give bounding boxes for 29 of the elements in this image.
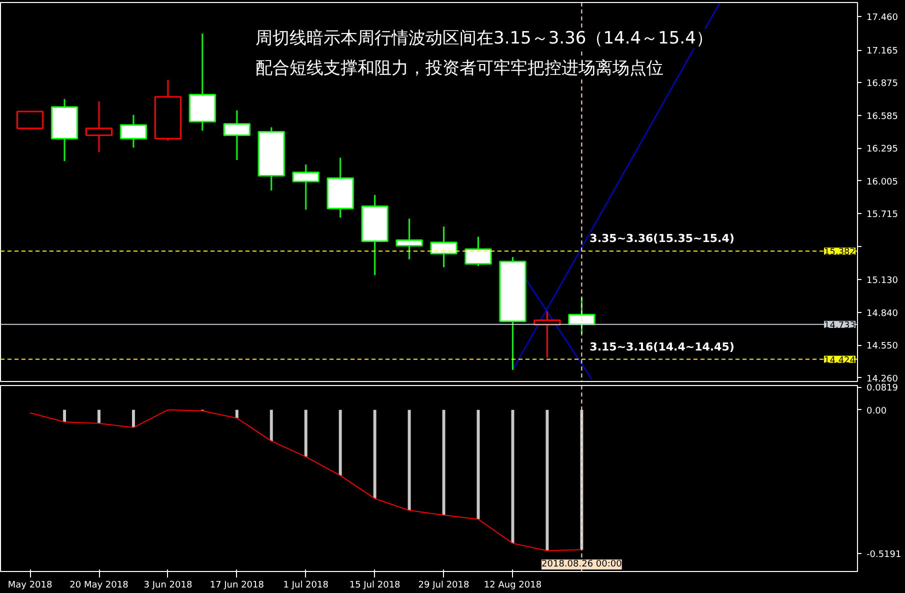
x-tick-label: 1 Jul 2018 xyxy=(283,580,329,590)
y-tick-label: 17.460 xyxy=(866,13,898,24)
ref-line-label: 2018.08.26 00:00 xyxy=(542,560,622,570)
y-tick-label: 14.550 xyxy=(866,342,898,352)
x-tick-label: 12 Aug 2018 xyxy=(484,580,542,590)
y-tick-label: 0.0819 xyxy=(866,384,898,394)
y-tick-label: 14.260 xyxy=(866,374,898,384)
x-tick-label: 20 May 2018 xyxy=(70,580,129,590)
y-tick-label: 16.875 xyxy=(866,79,898,90)
annotation: 3.35~3.36(15.35~15.4) xyxy=(590,232,734,246)
x-tick-label: 15 Jul 2018 xyxy=(349,580,401,590)
x-tick-label: 3 Jun 2018 xyxy=(144,580,192,590)
y-tick-label: 14.840 xyxy=(866,308,898,319)
y-tick-label: 0.00 xyxy=(866,406,887,416)
y-tick-label: 16.005 xyxy=(866,177,898,188)
y-tick-label: 15.130 xyxy=(866,276,898,286)
y-tick-label: 15.715 xyxy=(866,210,898,220)
y-tick-label: -0.5191 xyxy=(866,550,902,560)
x-tick-label: May 2018 xyxy=(8,580,53,590)
annotation: 配合短线支撑和阻力，投资者可牢牢把控进场离场点位 xyxy=(256,58,664,78)
annotation: 3.15~3.16(14.4~14.45) xyxy=(590,340,734,354)
ref-line-label: 14.733 xyxy=(824,320,856,331)
y-tick-label: 16.295 xyxy=(866,144,898,155)
y-tick-label: 17.165 xyxy=(866,46,898,56)
x-tick-label: 17 Jun 2018 xyxy=(210,580,264,590)
ref-line-label: 14.424 xyxy=(824,356,856,366)
y-tick-label: 16.585 xyxy=(866,112,898,122)
x-tick-label: 29 Jul 2018 xyxy=(418,580,470,590)
annotation: 周切线暗示本周行情波动区间在3.15～3.36（14.4～15.4） xyxy=(256,28,713,48)
